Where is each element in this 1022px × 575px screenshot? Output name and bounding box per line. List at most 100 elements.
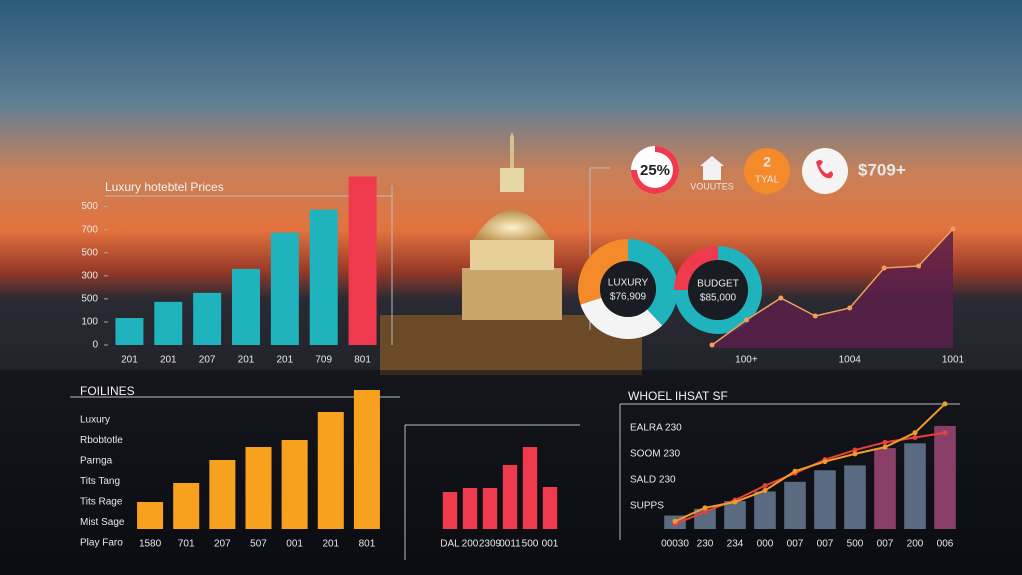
x-tick-label: 709 — [315, 355, 332, 366]
y-tick-label: 0 — [92, 340, 98, 351]
bar — [137, 502, 164, 529]
x-tick-label: 2309 — [479, 539, 502, 550]
donut-sublabel: $85,000 — [700, 293, 737, 304]
point — [792, 468, 798, 474]
badge-count-label: TYAL — [755, 175, 780, 186]
bar — [814, 470, 836, 529]
x-tick-label: 500 — [522, 539, 539, 550]
point — [672, 518, 678, 524]
x-tick-label: 001 — [286, 539, 303, 550]
row-label: SALD 230 — [630, 475, 676, 486]
bar — [309, 209, 338, 345]
bar — [154, 301, 183, 345]
x-tick-label: 001 — [542, 539, 559, 550]
bar — [482, 488, 498, 529]
donut-hole — [600, 261, 656, 317]
x-tick-label: 200 — [907, 539, 924, 550]
row-label: Mist Sage — [80, 517, 125, 528]
badge-phone-bg — [802, 148, 848, 194]
bar — [724, 501, 746, 529]
donut-hole — [688, 260, 748, 320]
x-tick-label: 006 — [937, 539, 954, 550]
row-label: Rbobtotle — [80, 435, 123, 446]
x-tick-label: 007 — [787, 539, 804, 550]
x-tick-label: 007 — [817, 539, 834, 550]
bar — [245, 447, 272, 529]
x-tick-label: 201 — [121, 355, 138, 366]
bar — [934, 425, 956, 529]
bar — [904, 443, 926, 529]
y-tick-label: 500 — [81, 294, 98, 305]
x-tick-label: 1580 — [139, 539, 162, 550]
point — [762, 487, 768, 493]
point — [852, 447, 858, 453]
point — [702, 509, 708, 515]
donut-segment — [580, 297, 663, 339]
bar — [193, 292, 222, 345]
point — [852, 451, 858, 457]
point — [912, 435, 918, 441]
x-tick-label: 100+ — [735, 355, 758, 366]
badge-count: 2 — [763, 154, 771, 170]
point — [812, 313, 818, 319]
x-tick-label: 1004 — [839, 355, 862, 366]
point — [732, 499, 738, 505]
bar — [522, 447, 538, 529]
bar — [232, 268, 260, 345]
bar — [173, 483, 200, 529]
line — [711, 228, 954, 346]
frame-lines — [70, 167, 960, 560]
row-label: EALRA 230 — [630, 423, 682, 434]
y-tick-label: 100 — [81, 317, 98, 328]
x-tick-label: 207 — [214, 539, 231, 550]
point — [709, 342, 715, 348]
x-tick-label: 00030 — [661, 539, 689, 550]
x-tick-label: 200 — [462, 539, 479, 550]
point — [882, 439, 888, 445]
x-tick-label: 801 — [354, 355, 371, 366]
row-label: Tits Tang — [80, 476, 120, 487]
point — [912, 430, 918, 436]
bar — [844, 465, 866, 529]
point — [881, 265, 887, 271]
bar — [317, 412, 344, 529]
row-label: Play Faro — [80, 538, 123, 549]
chart-title: Luxury hotebtel Prices — [105, 180, 224, 194]
x-tick-label: 701 — [178, 539, 195, 550]
badge-circle — [744, 148, 790, 194]
point — [950, 226, 956, 232]
row-label: Parnga — [80, 456, 113, 467]
bar — [115, 318, 144, 345]
x-tick-label: 201 — [238, 355, 255, 366]
bar — [502, 465, 518, 529]
x-tick-label: 500 — [847, 539, 864, 550]
y-tick-label: 500 — [81, 247, 98, 258]
badge-price: $709+ — [858, 160, 906, 179]
badge-icon — [700, 156, 724, 180]
badge-venues: VOUUTES — [690, 181, 734, 191]
bar — [462, 488, 478, 529]
donut-label: LUXURY — [608, 278, 649, 289]
x-tick-label: 007 — [877, 539, 894, 550]
donut-segment — [578, 238, 628, 305]
donut-segment — [674, 246, 762, 334]
x-tick-label: 000 — [757, 539, 774, 550]
donut-label: BUDGET — [697, 279, 739, 290]
y-tick-label: 700 — [81, 224, 98, 235]
point — [916, 263, 922, 269]
x-tick-label: 234 — [727, 539, 744, 550]
bar — [348, 176, 377, 345]
badges: 25% VOUUTES 2 TYAL $709+ — [631, 146, 906, 194]
point — [702, 505, 708, 511]
point — [847, 305, 853, 311]
x-tick-label: 507 — [250, 539, 267, 550]
donut-sublabel: $76,909 — [610, 292, 647, 303]
x-tick-label: DAL — [440, 539, 460, 550]
x-tick-label: 207 — [199, 355, 216, 366]
x-tick-label: 201 — [160, 355, 177, 366]
point — [762, 483, 768, 489]
chart-title: FOILINES — [80, 384, 135, 398]
point — [822, 459, 828, 465]
donut-segment — [628, 239, 678, 326]
